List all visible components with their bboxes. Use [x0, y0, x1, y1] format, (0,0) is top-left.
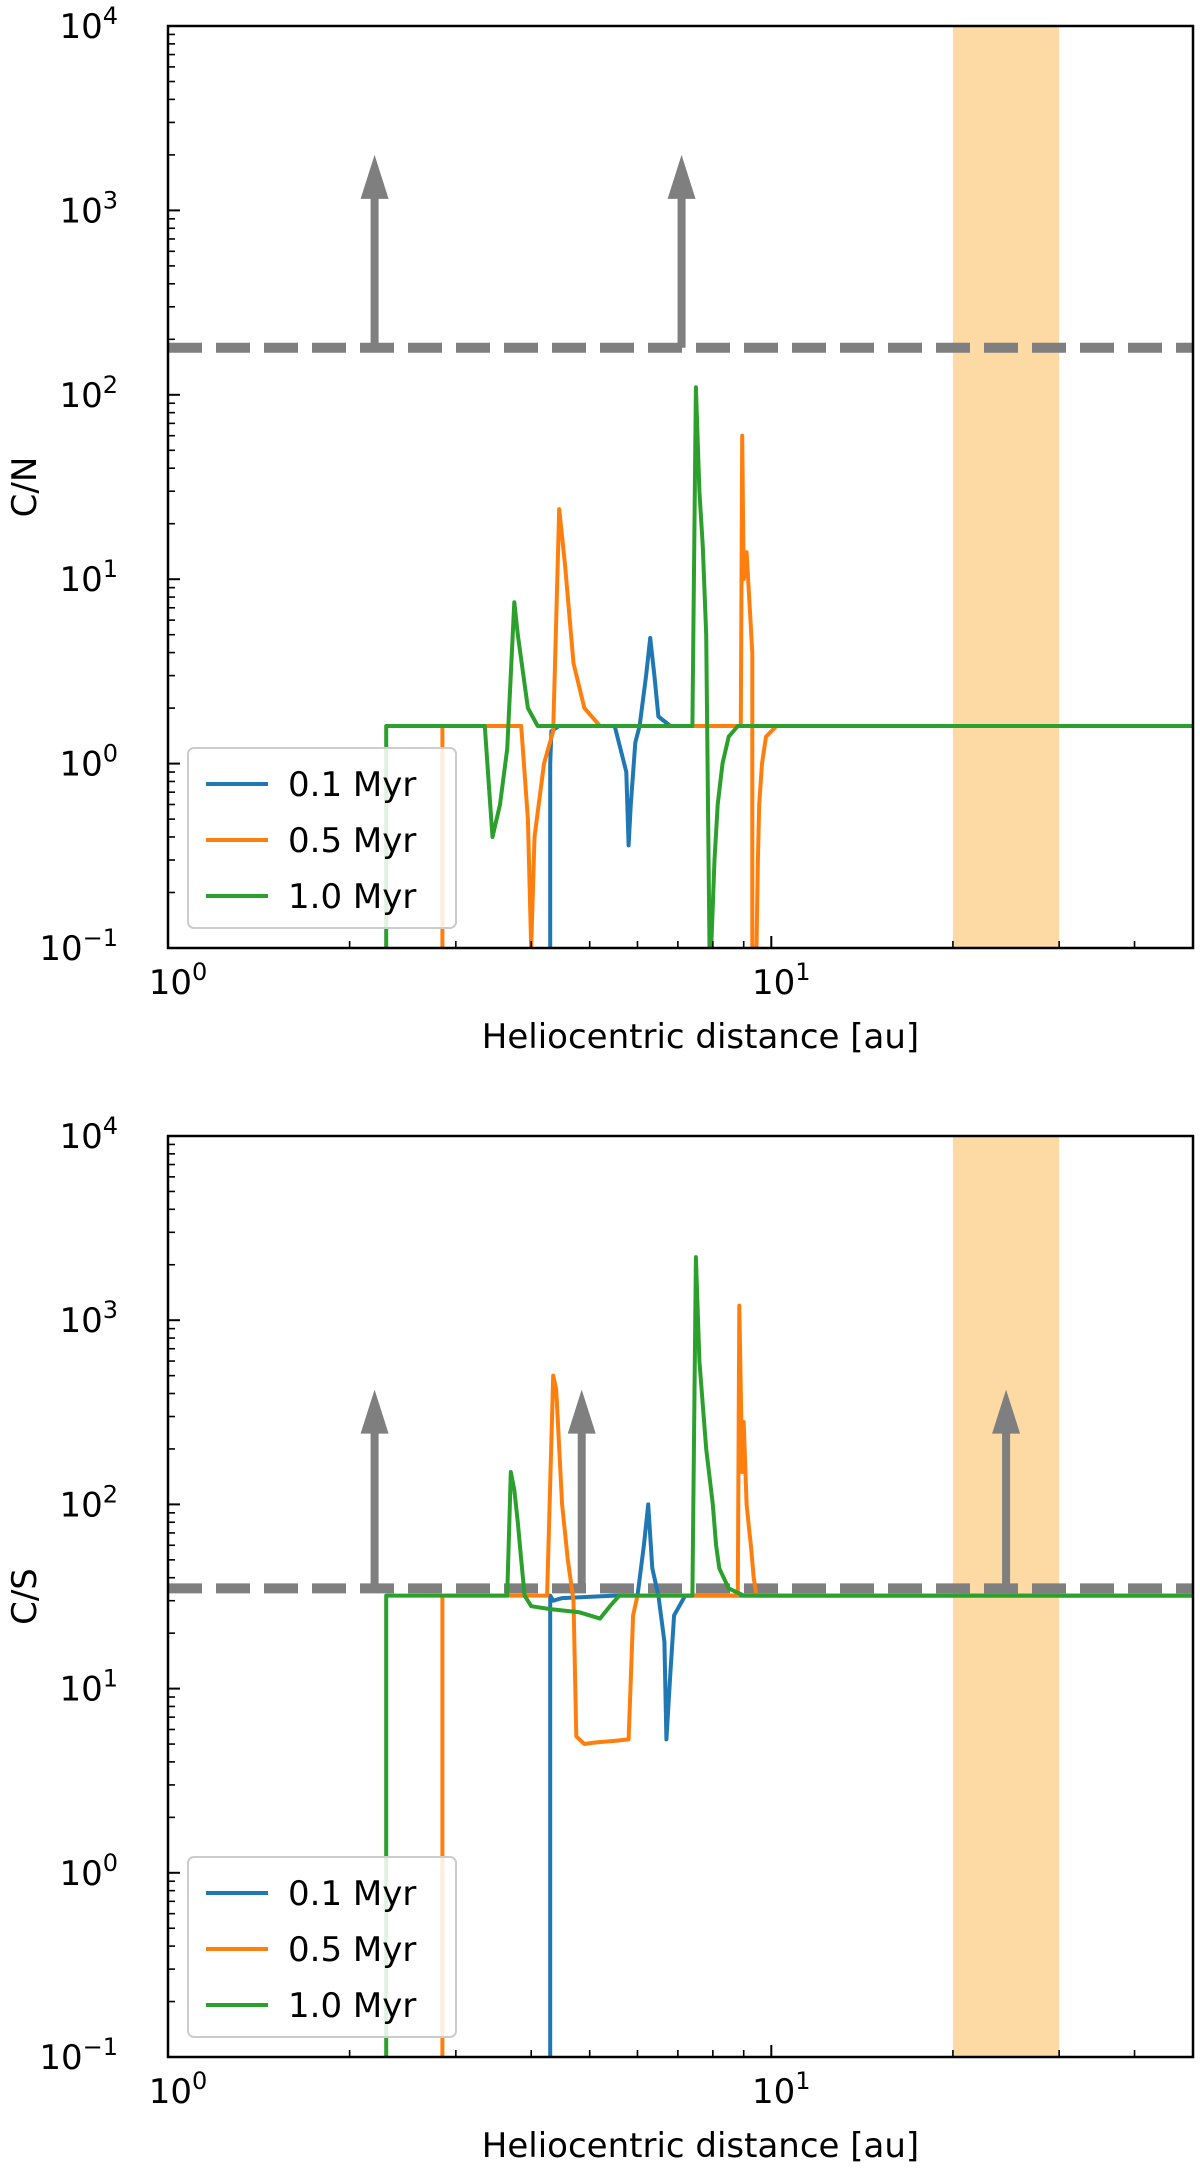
c-s-plot-area — [168, 1136, 1193, 2057]
c-s-series-1-0-myr — [384, 1255, 1193, 2057]
c-s-legend-box — [187, 1856, 457, 2038]
c-n-x-axis-label: Heliocentric distance [au] — [482, 1017, 919, 1057]
c-s-series-0-5-myr — [440, 1303, 1193, 2057]
c-s-axes-frame — [166, 1134, 1195, 2059]
c-s-x-tick-label: 100 — [149, 2067, 208, 2112]
c-n-series-0-5-myr — [440, 433, 1193, 948]
c-n-y-axis-label: C/N — [5, 457, 45, 518]
c-n-legend-box — [187, 747, 457, 929]
c-n-series-1-0-myr — [384, 385, 1193, 948]
c-s-x-tick-label: 101 — [752, 2067, 811, 2112]
c-n-y-tick-label: 103 — [59, 186, 118, 231]
c-n-legend-label-1-0-myr: 1.0 Myr — [288, 877, 416, 917]
c-s-arrow-head — [360, 1389, 389, 1434]
c-n-legend-label-0-5-myr: 0.5 Myr — [288, 821, 416, 861]
c-n-lower-limit-arrow-2 — [667, 154, 696, 348]
c-n-plot-area — [168, 26, 1193, 948]
c-n-legend: 0.1 Myr 0.5 Myr 1.0 Myr — [187, 747, 457, 929]
c-n-x-tick-label: 100 — [149, 958, 208, 1003]
cn-chart-panel: 10−1 100 101 102 103 104 100 101 Heliocentric di… — [5, 2, 1195, 1057]
c-s-y-tick-label: 10−1 — [39, 2033, 118, 2078]
c-s-lower-limit-arrow-2 — [567, 1389, 596, 1589]
c-s-series-0-1-myr — [548, 1502, 1193, 2057]
c-s-legend-label-0-5-myr: 0.5 Myr — [288, 1930, 416, 1970]
c-n-axes-frame — [166, 24, 1195, 950]
c-s-y-tick-label: 102 — [59, 1480, 118, 1525]
c-n-arrow-head — [667, 154, 696, 199]
c-n-x-tick-label: 101 — [752, 958, 811, 1003]
c-n-legend-label-0-1-myr: 0.1 Myr — [288, 765, 416, 805]
c-s-y-tick-label: 103 — [59, 1296, 118, 1341]
c-s-y-tick-label: 100 — [59, 1849, 118, 1894]
c-n-lower-limit-arrow-1 — [360, 154, 389, 348]
c-n-y-tick-label: 104 — [59, 2, 118, 47]
c-n-y-tick-label: 102 — [59, 371, 118, 416]
c-s-y-tick-label: 104 — [59, 1112, 118, 1157]
c-s-lower-limit-arrow-1 — [360, 1389, 389, 1589]
c-s-arrow-head — [992, 1389, 1021, 1434]
c-n-series-0-1-myr — [548, 636, 1193, 948]
c-s-arrow-head — [567, 1389, 596, 1434]
c-n-y-tick-label: 100 — [59, 740, 118, 785]
c-s-y-axis-label: C/S — [5, 1568, 45, 1625]
c-s-x-axis-label: Heliocentric distance [au] — [482, 2126, 919, 2166]
c-s-legend-label-1-0-myr: 1.0 Myr — [288, 1986, 416, 2026]
c-s-legend: 0.1 Myr 0.5 Myr 1.0 Myr — [187, 1856, 457, 2038]
c-n-y-tick-label: 10−1 — [39, 924, 118, 969]
cs-chart-panel: 10−1 100 101 102 103 104 100 101 Heliocentric di… — [5, 1112, 1195, 2166]
c-n-y-tick-label: 101 — [59, 555, 118, 600]
c-s-lower-limit-arrow-3 — [992, 1389, 1021, 1589]
c-n-shaded-band — [952, 26, 1060, 948]
c-s-y-tick-label: 101 — [59, 1665, 118, 1710]
c-s-legend-label-0-1-myr: 0.1 Myr — [288, 1874, 416, 1914]
c-n-arrow-head — [360, 154, 389, 199]
